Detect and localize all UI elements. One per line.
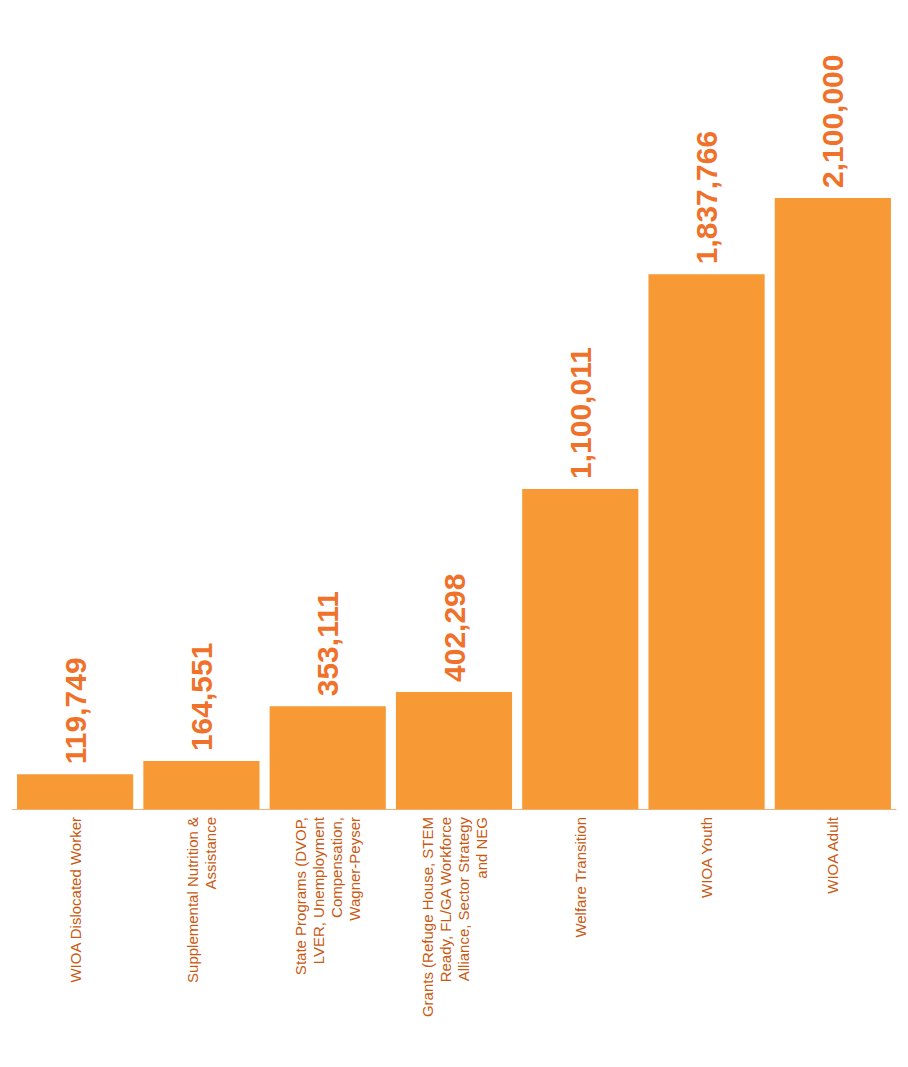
svg-text:1,100,011: 1,100,011 [564, 347, 597, 479]
svg-text:119,749: 119,749 [59, 657, 92, 764]
svg-text:Grants (Refuge House, STEM: Grants (Refuge House, STEM [419, 817, 436, 1017]
svg-text:353,111: 353,111 [311, 591, 344, 696]
svg-text:WIOA Youth: WIOA Youth [698, 817, 715, 898]
svg-text:402,298: 402,298 [438, 573, 471, 681]
svg-text:164,551: 164,551 [185, 643, 218, 751]
svg-text:WIOA Adult: WIOA Adult [824, 816, 841, 894]
svg-text:Assistance: Assistance [202, 817, 219, 890]
svg-text:and NEG: and NEG [473, 817, 490, 879]
svg-text:Alliance, Sector Strategy: Alliance, Sector Strategy [455, 817, 472, 982]
svg-text:Supplemental Nutrition &: Supplemental Nutrition & [184, 817, 201, 983]
svg-text:Ready, FL/GA Workforce: Ready, FL/GA Workforce [437, 817, 454, 982]
svg-text:Wagner-Peyser: Wagner-Peyser [346, 817, 363, 921]
svg-text:2,100,000: 2,100,000 [816, 55, 849, 188]
svg-text:State Programs (DVOP,: State Programs (DVOP, [292, 817, 309, 975]
svg-text:LVER, Unemployment: LVER, Unemployment [310, 816, 327, 964]
svg-text:Welfare Transition: Welfare Transition [572, 817, 589, 938]
svg-text:1,837,766: 1,837,766 [690, 131, 723, 264]
svg-text:WIOA Dislocated Worker: WIOA Dislocated Worker [67, 817, 84, 983]
svg-text:Compensation,: Compensation, [328, 817, 345, 918]
